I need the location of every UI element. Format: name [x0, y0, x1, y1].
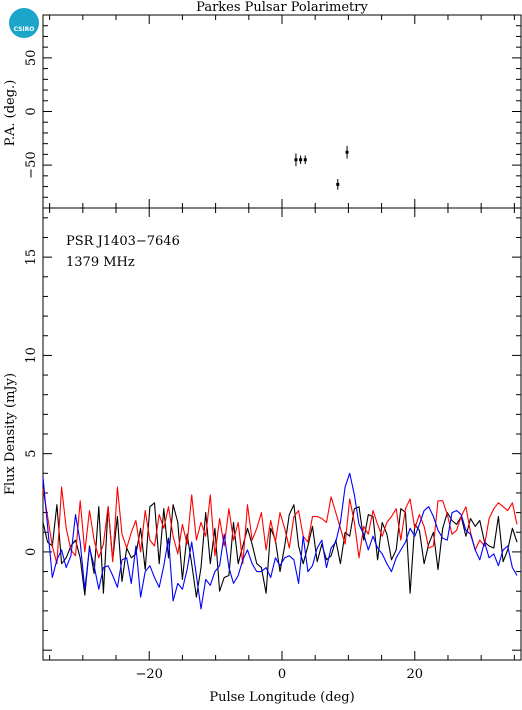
pulsar-name-label: PSR J1403−7646 — [66, 234, 180, 249]
profile-x-axis-label: Pulse Longitude (deg) — [209, 690, 354, 705]
x-tick-label: 0 — [278, 667, 286, 682]
profile-series-line-2 — [42, 472, 518, 610]
csiro-logo-text: CSIRO — [13, 26, 35, 33]
y-tick-label: −50 — [24, 151, 39, 178]
y-tick-label: 0 — [24, 107, 39, 115]
csiro-logo: CSIRO — [9, 8, 39, 38]
pa-ticks: −50 0 50 — [24, 14, 521, 209]
pa-data-point — [294, 158, 298, 162]
profile-series-line-0 — [42, 502, 518, 598]
pa-data-point — [345, 150, 349, 154]
profile-panel: −20 0 20 0 5 10 15 PSR J1403−7646 1379 MHz Flu… — [3, 207, 522, 705]
y-tick-label: 50 — [24, 50, 39, 67]
profile-series-line-1 — [42, 486, 518, 565]
profile-ticks: −20 0 20 0 5 10 15 — [24, 208, 521, 682]
profile-lines — [42, 472, 518, 610]
pa-points — [294, 145, 349, 190]
pa-data-point — [303, 158, 307, 162]
y-tick-label: 15 — [24, 249, 39, 266]
figure-title: Parkes Pulsar Polarimetry — [196, 0, 368, 15]
y-tick-label: 0 — [24, 548, 39, 556]
frequency-label: 1379 MHz — [66, 255, 135, 270]
y-tick-label: 10 — [24, 347, 39, 364]
profile-plot-frame — [42, 207, 522, 661]
pa-y-axis-label: P.A. (deg.) — [3, 80, 18, 147]
profile-y-axis-label: Flux Density (mJy) — [3, 373, 18, 495]
x-tick-label: 20 — [407, 667, 424, 682]
x-tick-label: −20 — [136, 667, 163, 682]
pa-plot-frame — [42, 14, 522, 209]
position-angle-panel: −50 0 50 P.A. (deg.) — [3, 14, 522, 209]
pa-data-point — [299, 158, 303, 162]
y-tick-label: 5 — [24, 450, 39, 458]
pa-data-point — [336, 182, 340, 186]
